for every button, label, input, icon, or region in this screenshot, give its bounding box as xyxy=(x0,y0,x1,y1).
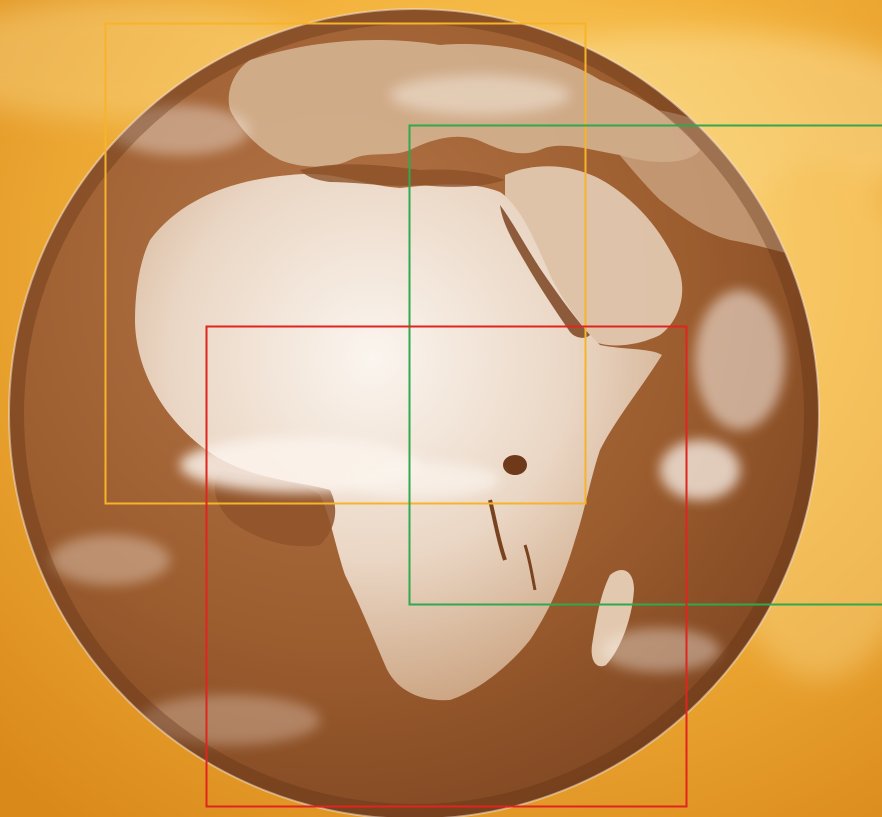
red-sea xyxy=(500,205,590,338)
land-arabia xyxy=(505,166,683,346)
mediterranean-sea xyxy=(300,164,505,187)
region-boxes xyxy=(104,22,882,808)
cloud-bands xyxy=(50,75,785,745)
land-madagascar xyxy=(591,570,634,667)
lake-malawi xyxy=(523,544,537,591)
region-box-north-africa-europe xyxy=(104,22,587,505)
region-box-southern-africa xyxy=(205,325,688,808)
land-asia xyxy=(600,107,815,260)
region-box-east-africa-middle-east xyxy=(408,124,882,606)
lake-victoria xyxy=(503,455,527,475)
globe xyxy=(8,8,820,817)
lake-tanganyika xyxy=(488,499,507,561)
